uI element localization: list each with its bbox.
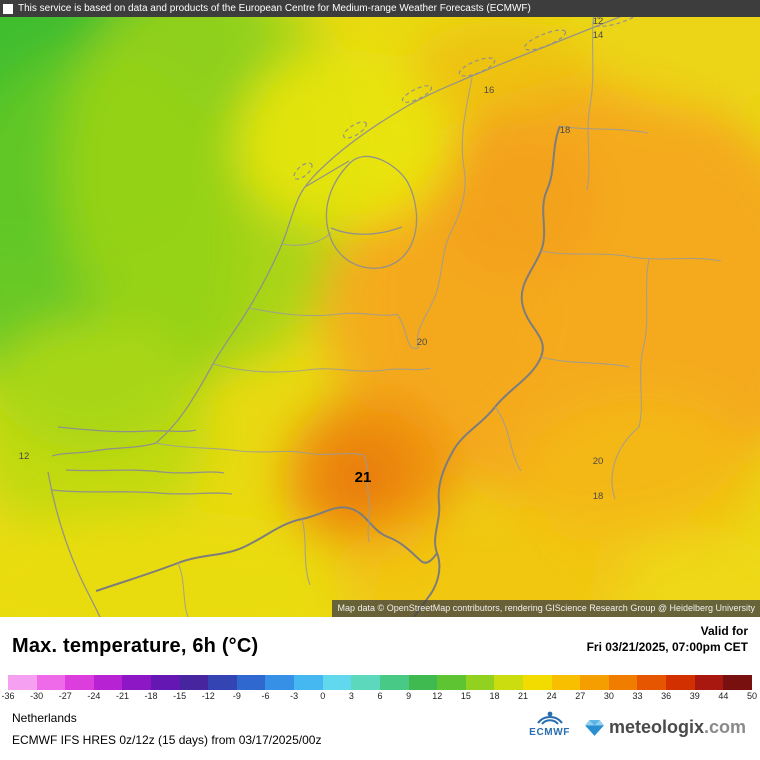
- colorbar-segment: [551, 675, 581, 690]
- map-attribution: Map data © OpenStreetMap contributors, r…: [331, 600, 760, 617]
- brand-tld: .com: [703, 717, 746, 737]
- colorbar-segment: [208, 675, 237, 690]
- colorbar-segment: [122, 675, 152, 690]
- colorbar-tick-label: -15: [173, 691, 187, 701]
- colorbar-segment: [494, 675, 523, 690]
- colorbar-segment: [8, 675, 37, 690]
- valid-info: Valid for Fri 03/21/2025, 07:00pm CET: [587, 624, 748, 655]
- colorbar-tick-label: 33: [632, 691, 643, 701]
- weather-map: 12 14 16 18 20 12 21 20 18 Map data © OpenStreet…: [0, 0, 760, 617]
- colorbar-segment: [522, 675, 552, 690]
- colorbar-segment: [93, 675, 123, 690]
- valid-label: Valid for: [700, 624, 748, 638]
- temperature-field: [0, 0, 760, 617]
- colorbar-tick-label: 24: [546, 691, 557, 701]
- region-borders: [155, 9, 722, 617]
- logos: ECMWF meteologix.com: [529, 711, 750, 738]
- brand-name: meteologix: [608, 717, 704, 737]
- colorbar-segment: [265, 675, 295, 690]
- colorbar-tick-label: 30: [603, 691, 614, 701]
- colorbar-tick-label: -6: [261, 691, 270, 701]
- colorbar: [8, 675, 752, 690]
- model-info: ECMWF IFS HRES 0z/12z (15 days) from 03/…: [12, 733, 322, 747]
- colorbar-segment: [236, 675, 266, 690]
- colorbar-segment: [151, 675, 180, 690]
- footer-header: Max. temperature, 6h (°C) Valid for Fri …: [0, 617, 760, 669]
- colorbar-tick-label: -24: [87, 691, 101, 701]
- map-temperature-label: 14: [593, 30, 604, 41]
- footer: Max. temperature, 6h (°C) Valid for Fri …: [0, 617, 760, 760]
- colorbar-tick-label: 9: [406, 691, 412, 701]
- map-temperature-label: 18: [560, 125, 571, 136]
- meteologix-logo[interactable]: meteologix.com: [584, 717, 746, 738]
- map-temperature-label: 21: [355, 469, 372, 486]
- colorbar-segment: [580, 675, 609, 690]
- colorbar-segment: [36, 675, 66, 690]
- map-canvas: 12 14 16 18 20 12 21 20 18: [0, 0, 760, 617]
- colorbar-tick-label: 36: [661, 691, 672, 701]
- map-temperature-label: 20: [593, 456, 604, 467]
- colorbar-tick-label: 15: [460, 691, 471, 701]
- model-block: Netherlands ECMWF IFS HRES 0z/12z (15 da…: [12, 711, 321, 747]
- colorbar-segment: [437, 675, 466, 690]
- colorbar-tick-label: 50: [746, 691, 758, 701]
- meteologix-diamond-icon: [585, 720, 604, 736]
- colorbar-segment: [65, 675, 94, 690]
- service-bar: This service is based on data and produc…: [0, 0, 760, 17]
- colorbar-tick-label: -12: [201, 691, 215, 701]
- region-label: Netherlands: [12, 711, 77, 725]
- service-bar-text: This service is based on data and produc…: [18, 3, 531, 14]
- colorbar-tick-label: -36: [1, 691, 15, 701]
- map-temperature-label: 12: [19, 451, 30, 462]
- colorbar-area: -36 -30 -27 -24 -21 -18 -15 -12 -9 -6 -3 0 3 6 9 12 15 18…: [1, 675, 757, 703]
- colorbar-tick-label: -3: [290, 691, 299, 701]
- colorbar-segment: [723, 675, 752, 690]
- ecmwf-logo-label: ECMWF: [529, 727, 570, 738]
- colorbar-tick-label: 18: [489, 691, 500, 701]
- colorbar-tick-label: 27: [575, 691, 586, 701]
- colorbar-tick-label: 6: [377, 691, 383, 701]
- ecmwf-logo[interactable]: ECMWF: [529, 711, 570, 738]
- colorbar-tick-label: 44: [718, 691, 729, 701]
- colorbar-segment: [179, 675, 209, 690]
- colorbar-tick-label: -9: [232, 691, 241, 701]
- map-temperature-label: 16: [484, 85, 495, 96]
- ecmwf-logo-icon: [536, 711, 563, 725]
- colorbar-tick-label: -30: [30, 691, 44, 701]
- map-temperature-label: 18: [593, 491, 604, 502]
- coastline: [47, 3, 653, 617]
- colorbar-segment: [351, 675, 380, 690]
- colorbar-ticks: -36 -30 -27 -24 -21 -18 -15 -12 -9 -6 -3 0 3 6 9 12 15 18…: [1, 690, 757, 703]
- map-temperature-label: 20: [417, 337, 428, 348]
- colorbar-tick-label: 3: [348, 691, 354, 701]
- colorbar-segment: [637, 675, 667, 690]
- colorbar-segment: [322, 675, 352, 690]
- colorbar-segment: [608, 675, 638, 690]
- colorbar-tick-label: 21: [518, 691, 529, 701]
- colorbar-segment: [379, 675, 409, 690]
- colorbar-segment: [465, 675, 495, 690]
- map-title: Max. temperature, 6h (°C): [12, 635, 259, 657]
- service-icon: [3, 3, 13, 14]
- valid-time: Fri 03/21/2025, 07:00pm CET: [586, 639, 748, 654]
- colorbar-tick-label: 39: [689, 691, 700, 701]
- footer-bottom: Netherlands ECMWF IFS HRES 0z/12z (15 da…: [0, 703, 760, 747]
- colorbar-segment: [294, 675, 323, 690]
- colorbar-segment: [408, 675, 438, 690]
- map-temperature-label: 12: [593, 16, 604, 27]
- colorbar-segment: [666, 675, 695, 690]
- colorbar-tick-label: 0: [320, 691, 326, 701]
- colorbar-tick-label: -21: [115, 691, 129, 701]
- colorbar-segment: [694, 675, 724, 690]
- colorbar-tick-label: -27: [58, 691, 72, 701]
- colorbar-tick-label: 12: [432, 691, 443, 701]
- map-labels: 12 14 16 18 20 12 21 20 18: [19, 16, 604, 502]
- colorbar-tick-label: -18: [144, 691, 158, 701]
